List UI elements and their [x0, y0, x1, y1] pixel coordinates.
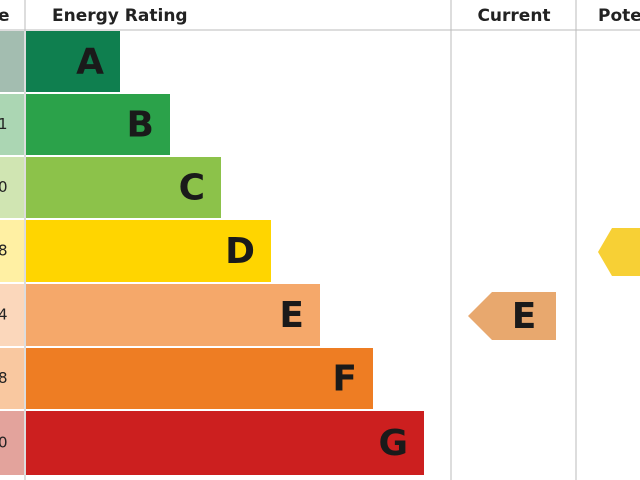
score-label: 8: [0, 242, 8, 260]
potential-header: Pote: [598, 6, 640, 26]
score-header: e: [0, 6, 10, 26]
rating-bar: [26, 94, 170, 155]
potential-arrow: [598, 228, 640, 276]
score-label: 0: [0, 434, 8, 452]
rating-bar: [26, 31, 120, 92]
band-letter: C: [179, 168, 205, 209]
score-cell: [0, 411, 24, 475]
score-cell: [0, 31, 24, 92]
band-letter: A: [76, 42, 104, 83]
rating-bar: [26, 157, 221, 218]
band-letter: E: [279, 295, 304, 336]
score-cell: [0, 94, 24, 155]
rating-bar: [26, 220, 271, 282]
rating-bar: [26, 411, 424, 475]
score-label: 4: [0, 306, 8, 324]
score-label: 1: [0, 115, 8, 133]
score-label: 8: [0, 369, 8, 387]
rating-bar: [26, 284, 320, 346]
current-letter: E: [512, 296, 537, 337]
rating-header: Energy Rating: [52, 6, 188, 26]
band-letter: F: [332, 359, 357, 400]
score-cell: [0, 284, 24, 346]
band-letter: D: [225, 231, 255, 272]
score-cell: [0, 220, 24, 282]
score-cell: [0, 348, 24, 409]
current-header: Current: [477, 6, 550, 26]
current-arrow: [468, 292, 556, 340]
band-letter: G: [378, 423, 408, 464]
score-cell: [0, 157, 24, 218]
score-label: 0: [0, 178, 8, 196]
rating-bar: [26, 348, 373, 409]
band-letter: B: [127, 105, 154, 146]
